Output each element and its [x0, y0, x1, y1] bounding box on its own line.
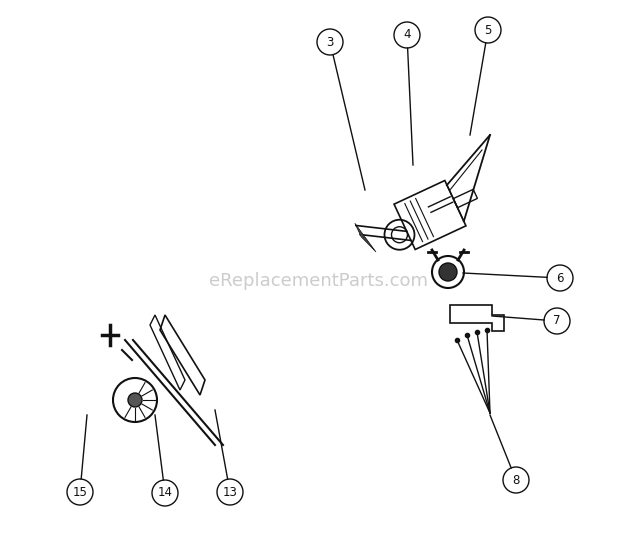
Polygon shape: [355, 223, 376, 252]
Text: 7: 7: [553, 315, 561, 327]
Text: 5: 5: [484, 24, 492, 36]
Circle shape: [439, 263, 457, 281]
Text: 3: 3: [326, 36, 334, 48]
Text: eReplacementParts.com: eReplacementParts.com: [209, 272, 427, 289]
Text: 14: 14: [158, 487, 172, 499]
Circle shape: [128, 393, 142, 407]
Text: 13: 13: [223, 486, 237, 498]
Text: 4: 4: [403, 29, 411, 41]
Text: 6: 6: [556, 272, 563, 284]
Text: 15: 15: [73, 486, 87, 498]
Text: 8: 8: [513, 474, 520, 487]
